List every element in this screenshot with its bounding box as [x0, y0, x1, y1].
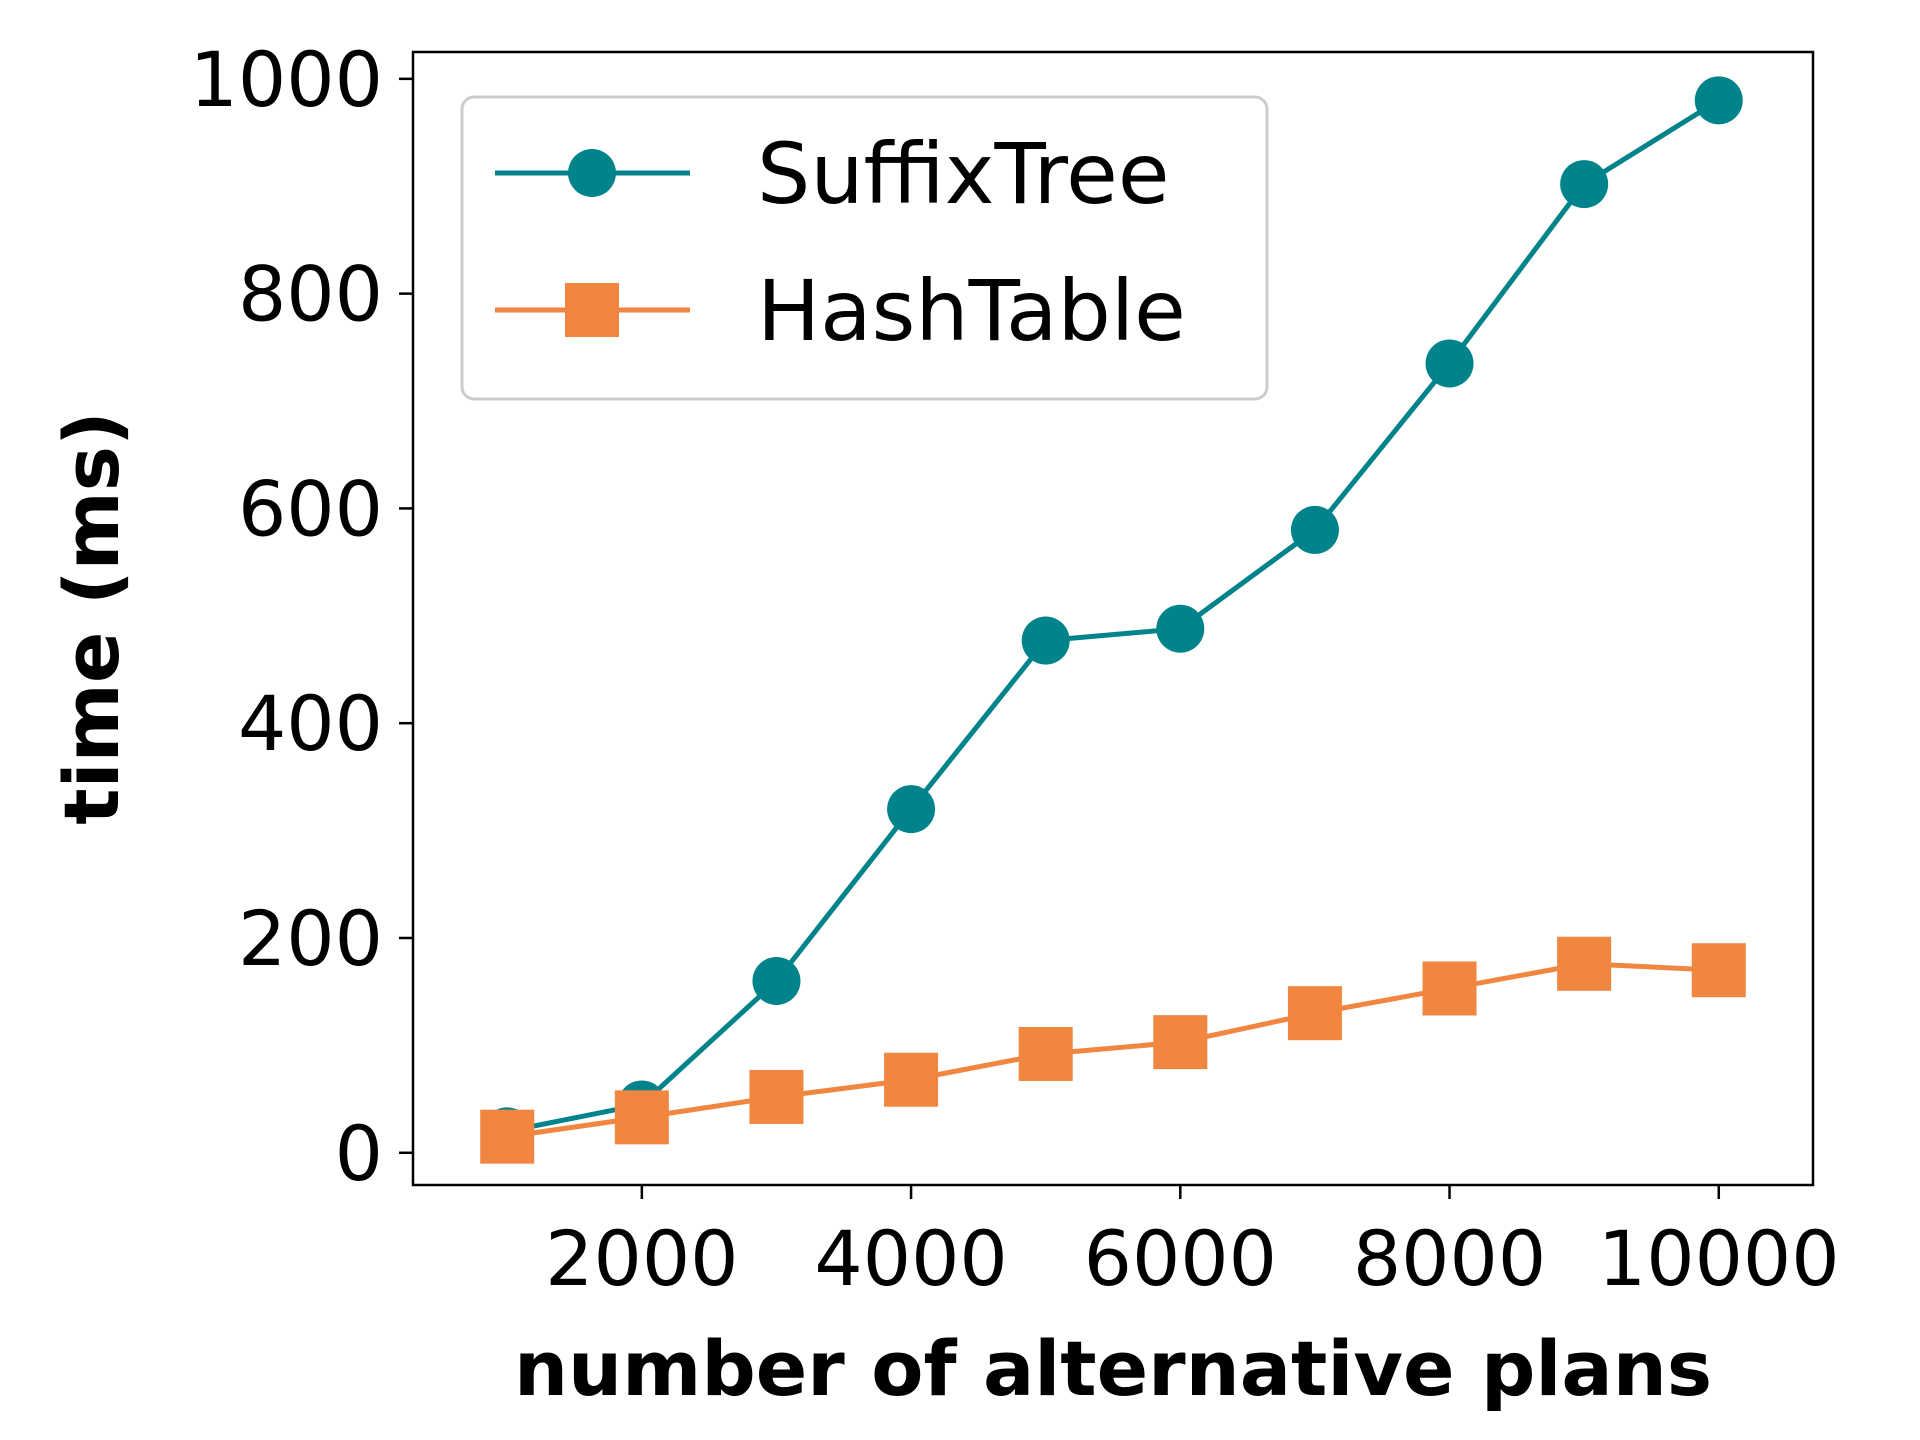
suffixtree-point [1156, 604, 1205, 653]
suffixtree-point [1694, 76, 1743, 125]
x-tick-label: 10000 [1598, 1214, 1840, 1303]
hashtable-point [884, 1052, 939, 1107]
suffixtree-legend-label: SuffixTree [757, 125, 1170, 223]
y-tick-label: 0 [335, 1109, 383, 1198]
hashtable-point [480, 1109, 535, 1164]
suffixtree-point [1560, 160, 1609, 209]
hashtable-legend-marker [565, 283, 619, 337]
hashtable-line [506, 961, 1719, 1140]
suffixtree-point [1290, 505, 1339, 554]
y-tick-label: 800 [238, 250, 383, 339]
y-axis-title: time (ms) [47, 411, 136, 824]
legend: SuffixTree HashTable [460, 95, 1269, 401]
suffixtree-point [887, 785, 936, 834]
y-tick-label: 400 [238, 679, 383, 768]
suffixtree-point [1425, 339, 1474, 388]
hashtable-legend-label: HashTable [757, 262, 1186, 360]
hashtable-point [1691, 943, 1746, 998]
y-tick-label: 600 [238, 464, 383, 553]
hashtable-point [1153, 1015, 1208, 1070]
y-tick-label: 200 [238, 894, 383, 983]
suffixtree-point [1021, 616, 1070, 665]
y-tick-label: 1000 [190, 35, 383, 124]
hashtable-point [1018, 1026, 1073, 1081]
hashtable-point [1287, 986, 1342, 1041]
x-axis-title: number of alternative plans [514, 1324, 1712, 1413]
plot-frame [411, 50, 1815, 1187]
hashtable-point [749, 1069, 804, 1124]
x-tick-label: 8000 [1353, 1214, 1546, 1303]
plot-area [480, 76, 1746, 1164]
hashtable-point [1422, 961, 1477, 1016]
x-tick-label: 2000 [545, 1214, 738, 1303]
hashtable-point [1557, 936, 1612, 991]
suffixtree-line [506, 98, 1721, 1134]
axes: 2000 4000 6000 8000 10000 0 200 400 600 800 1000 [190, 35, 1840, 1303]
suffixtree-legend-marker [568, 149, 616, 197]
suffixtree-point [752, 956, 801, 1005]
x-tick-label: 4000 [814, 1214, 1007, 1303]
hashtable-point [614, 1090, 669, 1145]
x-tick-label: 6000 [1084, 1214, 1277, 1303]
